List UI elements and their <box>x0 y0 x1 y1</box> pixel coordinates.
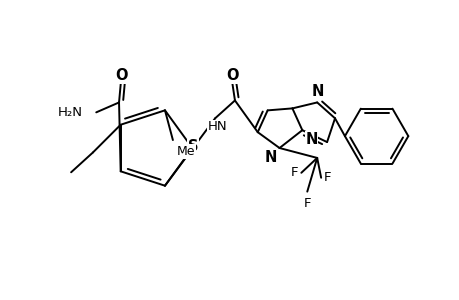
Text: H₂N: H₂N <box>57 106 82 119</box>
Text: F: F <box>290 166 298 179</box>
Text: S: S <box>188 139 198 154</box>
Text: O: O <box>114 68 127 83</box>
Text: HN: HN <box>207 120 226 133</box>
Text: F: F <box>303 196 310 210</box>
Text: N: N <box>305 132 317 147</box>
Text: O: O <box>226 68 239 83</box>
Text: Me: Me <box>176 145 195 158</box>
Text: F: F <box>324 171 331 184</box>
Text: N: N <box>311 85 324 100</box>
Text: N: N <box>263 150 276 165</box>
